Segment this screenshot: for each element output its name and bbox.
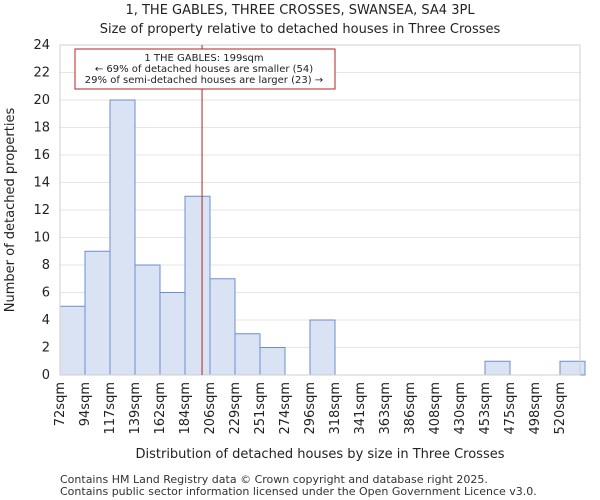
- x-tick-label: 318sqm: [328, 382, 343, 435]
- x-tick-label: 498sqm: [528, 382, 543, 435]
- y-tick-label: 8: [42, 258, 50, 273]
- annotation-line-2: ← 69% of detached houses are smaller (54…: [95, 64, 313, 75]
- x-tick-label: 274sqm: [278, 382, 293, 435]
- y-tick-label: 20: [33, 93, 50, 108]
- annotation-line-3: 29% of semi-detached houses are larger (…: [85, 75, 323, 86]
- bars: [59, 99, 586, 376]
- x-tick-label: 341sqm: [353, 382, 368, 435]
- x-tick-label: 363sqm: [378, 382, 393, 435]
- x-tick-label: 430sqm: [453, 382, 468, 435]
- y-tick-label: 10: [33, 231, 50, 246]
- x-tick-label: 139sqm: [128, 382, 143, 435]
- chart-title: 1, THE GABLES, THREE CROSSES, SWANSEA, S…: [125, 3, 475, 18]
- bar-251sqm: [259, 347, 286, 376]
- x-tick-label: 162sqm: [153, 382, 168, 435]
- bar-229sqm: [234, 333, 261, 376]
- x-tick-label: 453sqm: [478, 382, 493, 435]
- footer-line-1: Contains HM Land Registry data © Crown c…: [60, 473, 488, 486]
- footer-line-2: Contains public sector information licen…: [60, 485, 537, 498]
- x-tick-label: 206sqm: [203, 382, 218, 435]
- y-tick-label: 12: [33, 203, 50, 218]
- plot-frame: [59, 44, 581, 376]
- bar-72sqm: [59, 305, 86, 376]
- x-tick-label: 520sqm: [553, 382, 568, 435]
- y-tick-label: 24: [33, 38, 50, 53]
- x-tick-label: 386sqm: [403, 382, 418, 435]
- x-tick-label: 251sqm: [253, 382, 268, 435]
- x-tick-label: 408sqm: [428, 382, 443, 435]
- chart-subtitle: Size of property relative to detached ho…: [100, 22, 501, 37]
- y-tick-label: 16: [33, 148, 50, 163]
- bar-117sqm: [109, 99, 136, 376]
- y-tick-label: 6: [42, 286, 50, 301]
- y-tick-label: 14: [33, 176, 50, 191]
- x-tick-label: 72sqm: [53, 382, 68, 426]
- bar-162sqm: [159, 292, 186, 376]
- annotation-box: 1 THE GABLES: 199sqm ← 69% of detached h…: [74, 48, 336, 90]
- y-axis-label: Number of detached properties: [3, 108, 18, 313]
- bar-94sqm: [84, 250, 111, 376]
- x-tick-label: 184sqm: [178, 382, 193, 435]
- x-tick-label: 229sqm: [228, 382, 243, 435]
- bar-520sqm: [559, 360, 586, 376]
- x-tick-label: 475sqm: [503, 382, 518, 435]
- bar-296sqm: [309, 319, 336, 376]
- x-axis-ticks: 72sqm 94sqm 117sqm 139sqm 162sqm 184sqm 206sqm…: [53, 382, 568, 435]
- bar-206sqm: [209, 278, 236, 376]
- y-tick-label: 22: [33, 66, 50, 81]
- bar-453sqm: [484, 360, 511, 376]
- y-tick-label: 0: [42, 368, 50, 383]
- y-tick-label: 18: [33, 121, 50, 136]
- x-axis-label: Distribution of detached houses by size …: [135, 447, 504, 462]
- x-tick-label: 117sqm: [103, 382, 118, 435]
- bar-139sqm: [134, 264, 161, 376]
- bar-184sqm: [184, 195, 211, 376]
- annotation-line-1: 1 THE GABLES: 199sqm: [144, 53, 263, 64]
- x-tick-label: 296sqm: [303, 382, 318, 435]
- y-tick-label: 2: [42, 341, 50, 356]
- x-tick-label: 94sqm: [78, 382, 93, 426]
- y-tick-label: 4: [42, 313, 50, 328]
